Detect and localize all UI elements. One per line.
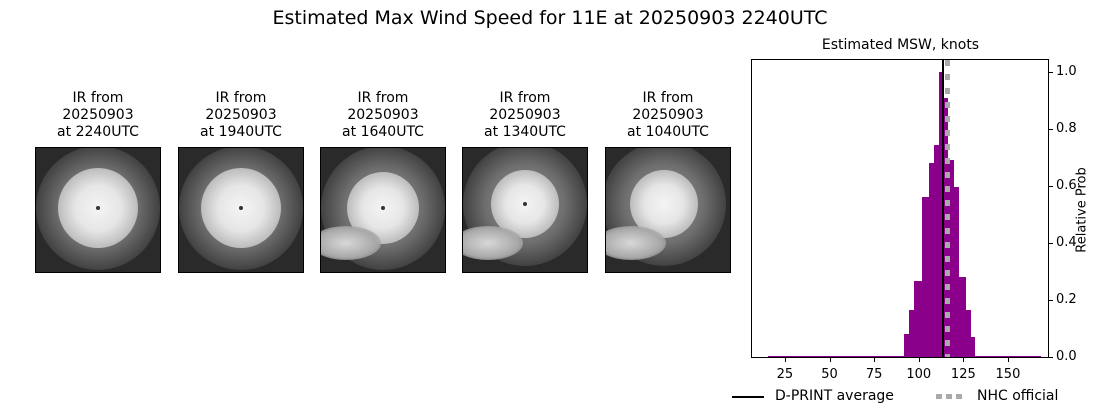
storm-eye — [239, 206, 243, 210]
histogram-bar — [768, 355, 904, 357]
legend-nhc-dotted-line-icon — [936, 394, 964, 399]
satellite-panel: IR from 20250903 at 1640UTC — [320, 90, 446, 273]
histogram-bar — [966, 309, 972, 357]
x-tick-label: 150 — [995, 367, 1021, 382]
dprint-average-line — [941, 60, 944, 357]
histogram-bar — [934, 144, 940, 357]
satellite-panel: IR from 20250903 at 1040UTC — [605, 90, 731, 273]
satellite-panel: IR from 20250903 at 1940UTC — [178, 90, 304, 273]
histogram-title: Estimated MSW, knots — [821, 37, 980, 53]
y-tick-label: 0.0 — [1056, 349, 1077, 364]
y-tick-label: 0.2 — [1056, 292, 1077, 307]
y-tick — [1049, 129, 1053, 130]
histogram-bar — [939, 72, 943, 357]
figure-title: Estimated Max Wind Speed for 11E at 2025… — [272, 7, 828, 29]
x-tick-label: 100 — [906, 367, 932, 382]
y-tick-label: 0.6 — [1056, 178, 1077, 193]
y-tick — [1049, 300, 1053, 301]
x-tick-label: 25 — [776, 367, 794, 382]
y-tick — [1049, 186, 1053, 187]
ir-satellite-image — [462, 147, 588, 273]
storm-eye — [523, 202, 527, 206]
histogram-bar — [948, 160, 954, 357]
x-tick — [829, 358, 831, 362]
x-tick — [1007, 358, 1009, 362]
histogram-bar — [914, 281, 922, 357]
panel-title: IR from 20250903 at 2240UTC — [57, 90, 139, 140]
satellite-panel: IR from 20250903 at 1340UTC — [462, 90, 588, 273]
panel-title: IR from 20250903 at 1340UTC — [484, 90, 566, 140]
satellite-panel: IR from 20250903 at 2240UTC — [35, 90, 161, 273]
histogram-bar — [921, 197, 929, 357]
ir-satellite-image — [35, 147, 161, 273]
y-tick-label: 0.8 — [1056, 121, 1077, 136]
panel-title: IR from 20250903 at 1040UTC — [627, 90, 709, 140]
ir-satellite-image — [605, 147, 731, 273]
x-tick — [963, 358, 965, 362]
storm-eye — [381, 206, 385, 210]
histogram-bar — [958, 277, 967, 357]
legend-dprint-label: D-PRINT average — [775, 388, 894, 404]
y-tick-label: 1.0 — [1056, 64, 1077, 79]
histogram-bar — [953, 187, 959, 357]
histogram-bar — [928, 163, 934, 357]
x-tick — [918, 358, 920, 362]
histogram-bar — [971, 337, 976, 357]
x-tick-label: 125 — [950, 367, 976, 382]
x-tick-label: 75 — [865, 367, 883, 382]
panel-title: IR from 20250903 at 1940UTC — [200, 90, 282, 140]
legend-nhc-label: NHC official — [977, 388, 1059, 404]
histogram-bar — [975, 355, 1042, 357]
ir-satellite-image — [320, 147, 446, 273]
x-tick — [874, 358, 876, 362]
y-tick — [1049, 72, 1053, 73]
x-tick — [784, 358, 786, 362]
y-tick-label: 0.4 — [1056, 235, 1077, 250]
ir-satellite-image — [178, 147, 304, 273]
x-tick-label: 50 — [821, 367, 838, 382]
legend-dprint-line-icon — [732, 396, 764, 398]
storm-eye — [96, 206, 100, 210]
histogram-plot-area — [751, 59, 1049, 358]
y-axis-title: Relative Prob — [1074, 167, 1090, 253]
y-tick — [1049, 243, 1053, 244]
y-tick — [1049, 357, 1053, 358]
histogram-bar — [909, 309, 915, 357]
histogram-bar — [903, 334, 910, 357]
nhc-official-line — [944, 60, 950, 357]
panel-title: IR from 20250903 at 1640UTC — [342, 90, 424, 140]
